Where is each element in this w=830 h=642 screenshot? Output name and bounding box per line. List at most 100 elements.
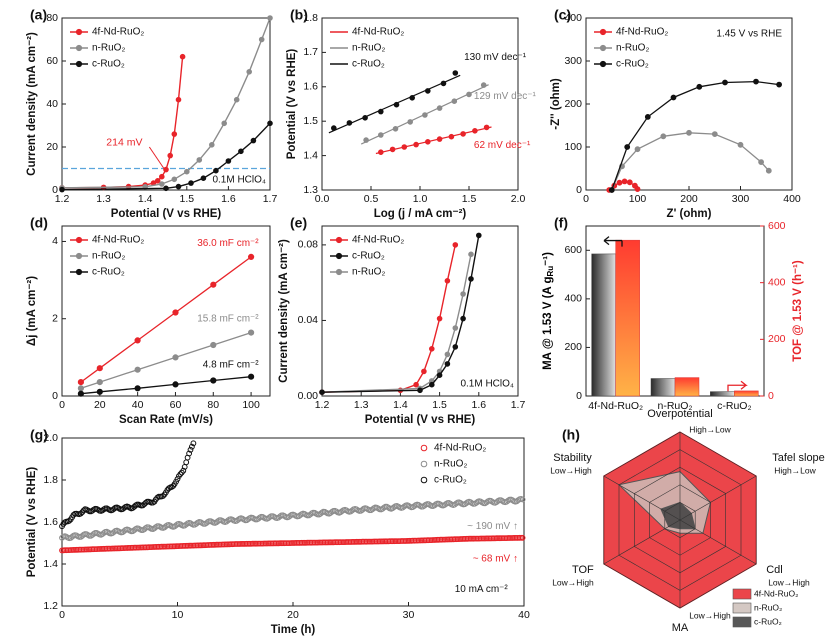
- data-point-c: [452, 344, 459, 350]
- data-point-c: [608, 187, 615, 193]
- x-tick-label: 1.4: [393, 399, 408, 411]
- data-point-c: [696, 83, 703, 90]
- data-point-c: [429, 381, 435, 388]
- y-axis-label: Potential (V vs RHE): [286, 49, 298, 160]
- data-point-nd: [421, 368, 427, 375]
- panel-label: (b): [290, 7, 308, 23]
- y-axis-label: -Z'' (ohm): [550, 78, 562, 130]
- y-tick-label: 400: [564, 293, 582, 305]
- x-tick-label: 40: [518, 609, 530, 621]
- radar-axis-name: Stability: [553, 452, 592, 464]
- data-point-c: [188, 180, 194, 186]
- fit-line-n: [80, 331, 252, 389]
- radar-axis-name: Overpotential: [647, 408, 712, 420]
- radar-spoke: [603, 519, 681, 565]
- radar-axis-direction: Low→High: [550, 465, 592, 475]
- radar-axis-name: Tafel slope: [772, 452, 825, 464]
- legend-swatch: [732, 588, 752, 600]
- x-tick-label: 2.0: [511, 193, 526, 205]
- data-point-n: [444, 351, 451, 358]
- current-density-label: 10 mA cm⁻²: [455, 584, 509, 595]
- data-point-c: [187, 446, 194, 453]
- radar-axis-direction: High→Low: [774, 465, 816, 475]
- data-point-nd: [429, 346, 435, 352]
- data-point-c: [180, 467, 187, 474]
- cdl-value-c: 4.8 mF cm⁻²: [203, 360, 260, 371]
- data-point-nd: [167, 152, 173, 159]
- radar-axis-direction: Low→High: [552, 577, 594, 587]
- x-tick-label: 1.7: [263, 193, 278, 205]
- series-line-n: [61, 17, 271, 189]
- data-point-c: [250, 137, 257, 144]
- y-tick-label: 200: [564, 341, 582, 353]
- panel-label: (d): [30, 215, 48, 231]
- y-tick-label: 0: [52, 390, 58, 402]
- data-point-nd: [159, 173, 165, 180]
- x-tick-label: 20: [94, 399, 106, 411]
- data-point-c: [722, 79, 728, 86]
- cdl-value-nd: 36.0 mF cm⁻²: [197, 238, 259, 249]
- y-tick-label: 4: [52, 235, 58, 247]
- radar-axis-name: MA: [672, 622, 689, 634]
- data-point-n: [134, 366, 141, 373]
- legend-marker: [335, 268, 343, 276]
- x-tick-label: 1.2: [315, 399, 330, 411]
- data-point-n: [233, 96, 240, 103]
- y-tick-label: 0.00: [298, 390, 319, 402]
- legend-label: c-RuO₂: [92, 267, 125, 278]
- data-point-n: [460, 291, 466, 297]
- legend-label: 4f-Nd-RuO₂: [616, 27, 668, 38]
- data-point-c: [417, 387, 423, 394]
- x-tick-label: 1.7: [511, 399, 526, 411]
- fit-line-c: [80, 376, 252, 395]
- legend-marker: [335, 236, 343, 244]
- y-tick-label: 1.7: [303, 46, 318, 58]
- data-point-c: [96, 388, 103, 395]
- radar-spoke: [679, 519, 757, 565]
- x-tick-label: 200: [680, 193, 698, 205]
- fit-line-n: [360, 84, 489, 145]
- y-tick-label: 200: [564, 98, 582, 110]
- data-point-nd: [163, 166, 169, 173]
- x-tick-label: 0: [59, 609, 65, 621]
- series-line-c: [61, 122, 271, 191]
- x-axis-label: Z' (ohm): [667, 208, 712, 220]
- x-tick-label: 1.6: [221, 193, 236, 205]
- data-point-nd: [134, 337, 141, 344]
- y-tick-label: 2: [52, 313, 58, 325]
- plot-frame-e: [321, 225, 519, 397]
- series-line-c: [611, 80, 780, 191]
- y-tick-label: 0: [576, 184, 582, 196]
- ma-axis-arrow: [603, 236, 623, 247]
- plot-frame-d: [61, 225, 271, 397]
- data-point-n: [267, 15, 273, 21]
- x-tick-label: 20: [287, 609, 299, 621]
- data-point-n: [765, 167, 772, 174]
- data-point-n: [246, 69, 252, 75]
- data-point-nd: [171, 131, 178, 137]
- x-tick-label: 300: [732, 193, 750, 205]
- legend-label: c-RuO₂: [352, 251, 385, 262]
- legend-marker: [599, 60, 607, 68]
- tafel-slope-nd: 62 mV dec⁻¹: [474, 140, 531, 151]
- data-point-c: [59, 186, 65, 193]
- x-tick-label: 0.5: [364, 193, 379, 205]
- data-point-c: [644, 114, 651, 120]
- x-tick-label: 1.2: [55, 193, 70, 205]
- category-label: c-RuO₂: [717, 400, 751, 412]
- data-point-n: [258, 36, 265, 43]
- y-tick-label: 300: [564, 55, 582, 67]
- ma-bar: [650, 378, 676, 397]
- fit-line-nd: [80, 256, 252, 383]
- stability-annotation-n: ~ 190 mV ↑: [467, 521, 518, 532]
- x-axis-label: Time (h): [271, 624, 316, 636]
- tafel-slope-c: 130 mV dec⁻¹: [464, 52, 527, 63]
- data-point-nd: [248, 253, 255, 260]
- data-point-n: [660, 133, 667, 140]
- y-tick-label: 400: [564, 12, 582, 24]
- panel-label: (c): [554, 7, 571, 23]
- legend-marker: [75, 60, 83, 68]
- data-point-c: [468, 276, 474, 282]
- category-label: n-RuO₂: [657, 400, 692, 412]
- annotation-arrow: [148, 146, 165, 169]
